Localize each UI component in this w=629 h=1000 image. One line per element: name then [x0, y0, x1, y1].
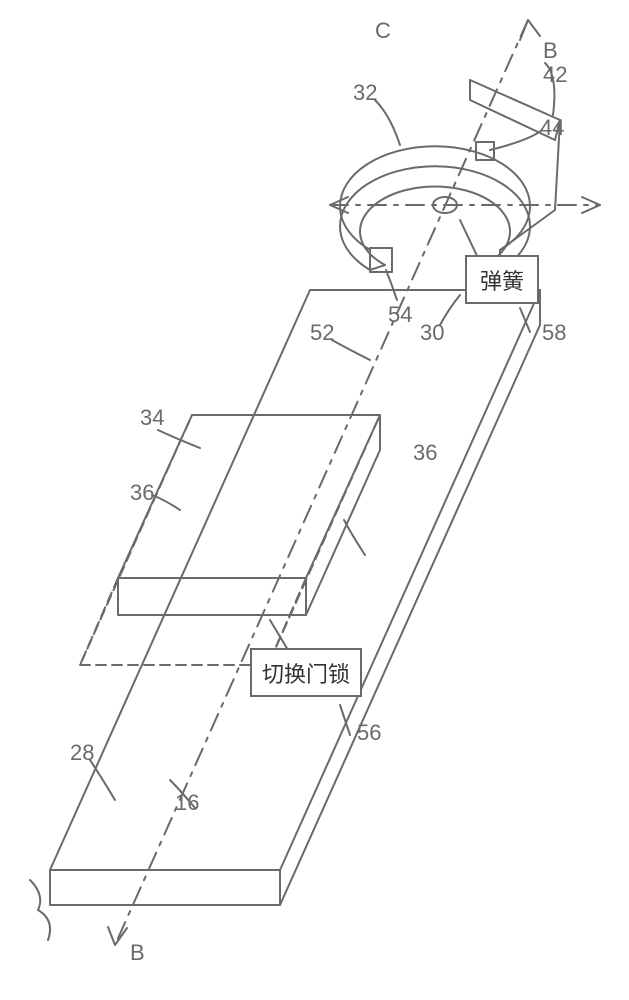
label-16: 16 [175, 790, 199, 816]
label-32: 32 [353, 80, 377, 106]
spring-box-label: 弹簧 [480, 264, 524, 296]
horseshoe-outer-top [340, 146, 530, 250]
lock-box: 切换门锁 [250, 648, 362, 697]
base-right-face [280, 290, 540, 905]
hs-cap-l [370, 265, 385, 270]
label-28: 28 [70, 740, 94, 766]
label-B-bottom: B [130, 940, 145, 966]
label-34: 34 [140, 405, 164, 431]
base-top-face [50, 290, 540, 870]
leader-52 [332, 340, 370, 360]
label-58: 58 [542, 320, 566, 346]
arrow-b-bottom [108, 927, 127, 945]
label-30: 30 [420, 320, 444, 346]
leader-54 [386, 270, 397, 300]
spring-box: 弹簧 [465, 255, 539, 304]
arrow-b-top [520, 20, 540, 40]
leader-36b [152, 495, 180, 510]
patent-figure [0, 0, 629, 1000]
label-B-top: B [543, 38, 558, 64]
block-front [118, 578, 306, 615]
label-42: 42 [543, 62, 567, 88]
block-side [306, 415, 380, 615]
label-C: C [375, 18, 391, 44]
label-56: 56 [357, 720, 381, 746]
leader-36a [344, 520, 365, 555]
lock-box-label: 切换门锁 [262, 657, 350, 689]
block-edge1 [80, 578, 118, 665]
label-36a: 36 [413, 440, 437, 466]
label-44: 44 [540, 115, 564, 141]
label-52: 52 [310, 320, 334, 346]
base-front-face [50, 870, 280, 905]
horseshoe-inner [360, 186, 510, 265]
label-54: 54 [388, 302, 412, 328]
leader-44 [490, 130, 542, 150]
leader-58 [520, 308, 530, 332]
leader-28 [90, 760, 115, 800]
break-line [30, 880, 50, 940]
label-36b: 36 [130, 480, 154, 506]
leader-32 [375, 100, 400, 145]
